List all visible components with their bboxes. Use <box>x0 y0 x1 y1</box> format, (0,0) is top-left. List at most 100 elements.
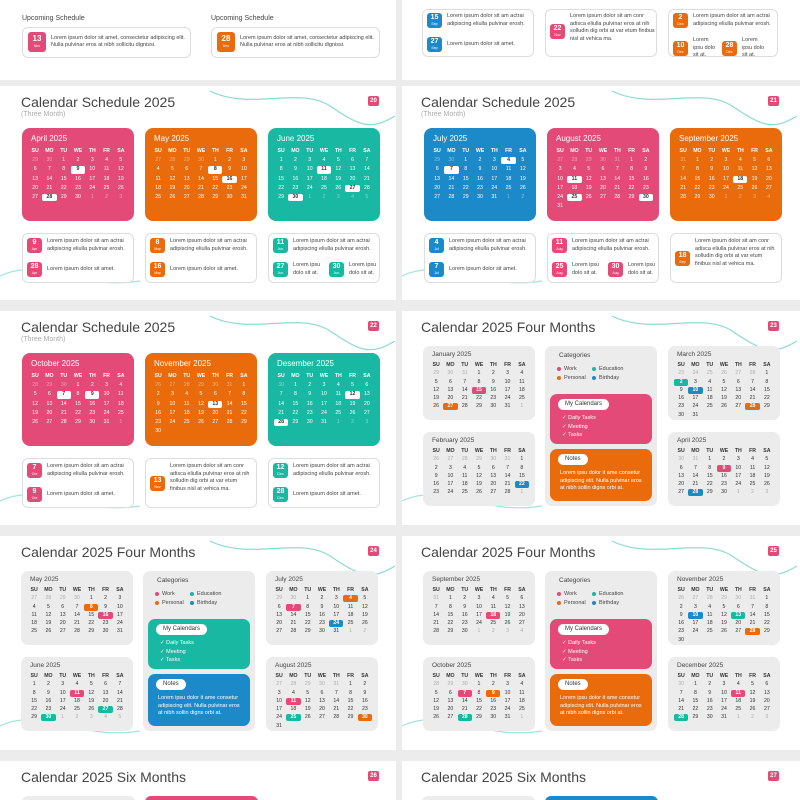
day-cell[interactable]: 16 <box>155 409 162 416</box>
day-cell[interactable]: 30 <box>448 157 455 164</box>
day-cell[interactable]: 3 <box>170 391 174 398</box>
day-cell[interactable]: 19 <box>519 175 526 182</box>
day-cell[interactable]: 2 <box>104 595 107 602</box>
day-cell[interactable]: 28 <box>745 628 760 636</box>
day-cell[interactable]: 20 <box>32 184 39 191</box>
day-cell[interactable]: 15 <box>240 400 247 407</box>
day-cell[interactable]: 31 <box>692 411 699 418</box>
day-cell[interactable]: 3 <box>322 382 326 389</box>
day-cell[interactable]: 29 <box>60 193 67 200</box>
day-cell[interactable]: 9 <box>708 689 712 696</box>
day-cell[interactable]: 11 <box>155 175 161 182</box>
day-cell[interactable]: 9 <box>463 603 467 610</box>
day-cell[interactable]: 3 <box>693 603 697 610</box>
day-cell[interactable]: 29 <box>304 681 311 688</box>
day-cell[interactable]: 30 <box>74 595 80 602</box>
day-cell[interactable]: 12 <box>32 400 39 407</box>
day-cell[interactable]: 29 <box>763 403 770 410</box>
day-cell[interactable]: 6 <box>448 689 452 696</box>
day-cell[interactable]: 2 <box>679 603 683 610</box>
day-cell[interactable]: 29 <box>628 193 635 200</box>
day-cell[interactable]: 4 <box>708 603 712 610</box>
day-cell[interactable]: 24 <box>116 620 123 627</box>
day-cell[interactable]: 11 <box>567 175 582 183</box>
day-cell[interactable]: 1 <box>477 370 481 377</box>
day-cell[interactable]: 20 <box>212 409 219 416</box>
day-cell[interactable]: 22 <box>75 409 81 416</box>
day-cell[interactable]: 2 <box>708 681 712 688</box>
day-cell[interactable]: 4 <box>751 456 754 463</box>
day-cell[interactable]: 22 <box>706 481 713 488</box>
day-cell[interactable]: 2 <box>434 464 438 471</box>
day-cell[interactable]: 9 <box>679 386 683 393</box>
day-cell[interactable]: 16 <box>292 175 299 182</box>
day-cell[interactable]: 29 <box>694 193 701 200</box>
day-cell[interactable]: 27 <box>600 193 606 200</box>
day-cell[interactable]: 16 <box>45 697 52 704</box>
day-cell[interactable]: 11 <box>707 386 713 393</box>
day-cell[interactable]: 3 <box>308 157 312 164</box>
day-cell[interactable]: 12 <box>45 611 52 618</box>
day-cell[interactable]: 11 <box>118 391 124 398</box>
day-cell[interactable]: 27 <box>363 409 370 416</box>
day-cell[interactable]: 20 <box>600 184 606 191</box>
day-cell[interactable]: 24 <box>89 184 96 191</box>
day-cell[interactable]: 28 <box>45 595 52 602</box>
day-cell[interactable]: 10 <box>688 611 703 619</box>
day-cell[interactable]: 2 <box>351 418 354 425</box>
day-cell[interactable]: 30 <box>678 636 685 643</box>
day-cell[interactable]: 16 <box>433 481 440 488</box>
day-cell[interactable]: 14 <box>680 175 687 182</box>
day-cell[interactable]: 25 <box>31 628 38 635</box>
day-cell[interactable]: 16 <box>490 386 497 393</box>
day-cell[interactable]: 27 <box>46 418 53 425</box>
day-cell[interactable]: 18 <box>571 184 578 191</box>
day-cell[interactable]: 23 <box>45 706 52 713</box>
day-cell[interactable]: 25 <box>735 706 742 713</box>
day-cell[interactable]: 10 <box>333 603 340 610</box>
day-cell[interactable]: 17 <box>240 175 247 182</box>
day-cell[interactable]: 25 <box>347 620 354 627</box>
day-cell[interactable]: 6 <box>365 382 369 389</box>
notes-pill[interactable]: Notes <box>558 679 588 690</box>
day-cell[interactable]: 1 <box>477 681 481 688</box>
day-cell[interactable]: 23 <box>461 620 468 627</box>
day-cell[interactable]: 28 <box>461 403 468 410</box>
day-cell[interactable]: 20 <box>447 395 454 402</box>
day-cell[interactable]: 28 <box>290 628 297 635</box>
day-cell[interactable]: 29 <box>585 157 592 164</box>
day-cell[interactable]: 5 <box>434 689 438 696</box>
day-cell[interactable]: 3 <box>118 595 122 602</box>
calendar-item[interactable]: ✓ Meeting <box>562 648 588 655</box>
day-cell[interactable]: 7 <box>457 689 472 697</box>
day-cell[interactable]: 19 <box>751 175 758 182</box>
day-cell[interactable]: 24 <box>59 706 66 713</box>
day-cell[interactable]: 18 <box>486 611 501 619</box>
day-cell[interactable]: 12 <box>433 697 440 704</box>
day-cell[interactable]: 4 <box>343 595 358 603</box>
day-cell[interactable]: 30 <box>490 714 497 721</box>
day-cell[interactable]: 9 <box>434 472 438 479</box>
day-cell[interactable]: 22 <box>304 620 311 627</box>
day-cell[interactable]: 17 <box>169 409 176 416</box>
day-cell[interactable]: 5 <box>306 689 310 696</box>
day-cell[interactable]: 5 <box>753 157 756 164</box>
day-cell[interactable]: 17 <box>504 386 511 393</box>
day-cell[interactable]: 25 <box>155 193 162 200</box>
day-cell[interactable]: 25 <box>183 418 190 425</box>
day-cell[interactable]: 30 <box>678 411 685 418</box>
my-calendars-pill[interactable]: My Calendars <box>558 624 610 635</box>
day-cell[interactable]: 19 <box>585 184 592 191</box>
day-cell[interactable]: 24 <box>735 481 742 488</box>
day-cell[interactable]: 7 <box>679 689 683 696</box>
day-cell[interactable]: 28 <box>504 489 511 496</box>
calendar-item[interactable]: ✓ Daily Tasks <box>562 640 596 646</box>
day-cell[interactable]: 30 <box>288 193 303 202</box>
day-cell[interactable]: 23 <box>306 409 313 416</box>
day-cell[interactable]: 11 <box>335 391 341 398</box>
day-cell[interactable]: 2 <box>308 382 312 389</box>
day-cell[interactable]: 1 <box>736 489 740 496</box>
day-cell[interactable]: 7 <box>56 391 71 399</box>
day-cell[interactable]: 24 <box>321 409 327 416</box>
day-cell[interactable]: 27 <box>763 706 770 713</box>
